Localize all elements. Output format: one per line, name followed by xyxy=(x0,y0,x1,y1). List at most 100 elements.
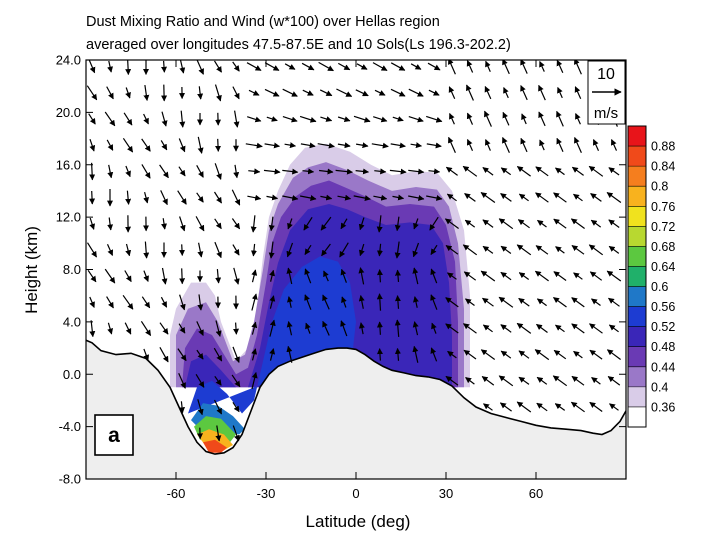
wind-vector-224 xyxy=(412,267,419,285)
wind-vector-188 xyxy=(358,267,365,285)
wind-vector-365 xyxy=(592,139,600,151)
wind-vector-78 xyxy=(197,242,204,258)
wind-vector-121 xyxy=(250,243,257,257)
wind-vector-0 xyxy=(89,320,96,338)
wind-vector-322 xyxy=(535,166,549,177)
wind-vector-59 xyxy=(177,348,187,362)
wind-vector-350 xyxy=(571,166,584,176)
wind-vector-124 xyxy=(248,168,261,175)
wind-vector-45 xyxy=(159,347,169,363)
wind-vector-229 xyxy=(410,142,422,149)
wind-vector-205 xyxy=(371,142,389,149)
wind-vector-370 xyxy=(607,376,621,386)
x-tick-label: 30 xyxy=(439,486,453,501)
wind-vector-46 xyxy=(159,322,169,335)
wind-vector-266 xyxy=(462,165,478,177)
wind-vector-301 xyxy=(518,350,530,359)
colorbar-label: 0.36 xyxy=(651,400,675,414)
wind-vector-62 xyxy=(179,268,186,285)
wind-vector-318 xyxy=(534,270,549,282)
wind-vector-312 xyxy=(520,60,528,74)
wind-vector-347 xyxy=(571,245,585,255)
wind-vector-115 xyxy=(232,61,240,72)
wind-vector-198 xyxy=(376,321,383,335)
wind-vector-177 xyxy=(340,268,347,283)
wind-vector-167 xyxy=(321,243,331,257)
wind-vector-314 xyxy=(536,376,548,385)
wind-vector-95 xyxy=(213,191,223,204)
wind-vector-48 xyxy=(161,267,168,285)
wind-vector-108 xyxy=(232,244,240,256)
wind-vector-161 xyxy=(299,115,317,123)
wind-vector-197 xyxy=(376,348,383,361)
wind-vector-35 xyxy=(141,296,151,309)
wind-vector-375 xyxy=(608,245,620,254)
wind-vector-190 xyxy=(358,217,365,231)
wind-vector-53 xyxy=(160,140,168,151)
y-tick-label: -8.0 xyxy=(59,472,81,487)
wind-vector-272 xyxy=(481,376,495,386)
wind-vector-11 xyxy=(107,322,114,335)
wind-vector-346 xyxy=(573,272,583,280)
colorbar-label: 0.88 xyxy=(651,140,675,154)
wind-vector-328 xyxy=(552,375,568,387)
wind-vector-296 xyxy=(502,111,510,126)
wind-vector-149 xyxy=(284,142,296,149)
wind-vector-1 xyxy=(89,296,95,308)
wind-vector-323 xyxy=(539,139,545,151)
wind-vector-248 xyxy=(445,297,459,308)
panel-label: a xyxy=(108,424,120,447)
wind-vector-100 xyxy=(213,60,223,73)
wind-vector-223 xyxy=(413,296,419,308)
wind-vector-156 xyxy=(304,244,312,256)
wind-vector-154 xyxy=(304,294,312,310)
x-tick-label: -60 xyxy=(167,486,186,501)
wind-vector-168 xyxy=(320,216,332,231)
colorbar-frame xyxy=(627,125,647,428)
wind-vector-211 xyxy=(394,295,401,309)
wind-vector-104 xyxy=(232,346,240,363)
wind-vector-212 xyxy=(394,269,401,282)
wind-vector-143 xyxy=(287,296,293,308)
wind-vector-138 xyxy=(266,116,278,122)
wind-vector-294 xyxy=(500,167,512,176)
wind-vector-80 xyxy=(196,192,204,203)
y-tick-label: 8.0 xyxy=(63,262,81,277)
wind-vector-133 xyxy=(268,241,275,259)
wind-vector-39 xyxy=(143,191,149,204)
wind-vector-306 xyxy=(517,219,530,229)
wind-vector-140 xyxy=(264,62,280,71)
wind-vector-87 xyxy=(213,399,223,415)
wind-vector-120 xyxy=(251,269,258,283)
wind-vector-43 xyxy=(143,85,150,101)
wind-vector-332 xyxy=(553,271,567,281)
wind-vector-226 xyxy=(413,218,419,230)
wind-vector-343 xyxy=(573,350,583,359)
wind-vector-286 xyxy=(498,375,514,387)
wind-vector-189 xyxy=(358,243,365,257)
wind-vector-88 xyxy=(214,375,222,386)
wind-vector-170 xyxy=(319,168,334,175)
wind-vector-178 xyxy=(339,242,349,258)
wind-vector-126 xyxy=(247,116,262,123)
wind-vector-210 xyxy=(394,319,401,337)
wind-vector-377 xyxy=(606,192,622,203)
wind-vector-127 xyxy=(248,89,260,96)
wind-vector-117 xyxy=(251,348,258,361)
wind-vector-345 xyxy=(571,297,585,308)
wind-vector-281 xyxy=(485,139,491,151)
wind-vector-285 xyxy=(499,402,512,412)
wind-vector-252 xyxy=(446,193,457,202)
wind-vector-12 xyxy=(106,296,114,309)
wind-vector-164 xyxy=(322,320,330,336)
wind-vector-61 xyxy=(179,294,186,311)
wind-vector-163 xyxy=(301,62,315,71)
wind-vector-186 xyxy=(358,322,365,335)
wind-vector-162 xyxy=(302,89,314,96)
wind-vector-282 xyxy=(484,110,492,127)
colorbar-box xyxy=(628,146,646,167)
wind-vector-3 xyxy=(86,242,98,258)
wind-vector-193 xyxy=(355,142,369,149)
wind-vector-362 xyxy=(590,219,602,228)
